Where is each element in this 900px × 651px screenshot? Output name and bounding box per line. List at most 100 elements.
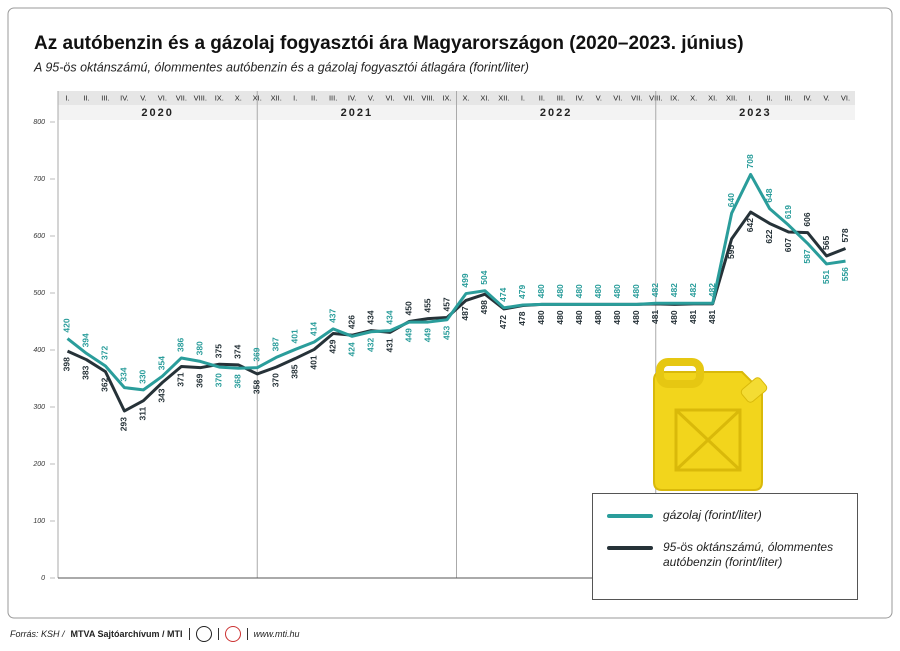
- data-label: 380: [195, 341, 205, 355]
- y-tick-label: 100: [33, 518, 45, 525]
- data-label: 481: [707, 310, 717, 324]
- x-tick-label: X.: [690, 93, 697, 102]
- x-tick-label: I.: [293, 93, 297, 102]
- data-label: 607: [783, 238, 793, 252]
- data-label: 480: [612, 310, 622, 324]
- data-label: 370: [270, 373, 280, 387]
- data-label: 480: [631, 284, 641, 298]
- x-tick-label: I.: [521, 93, 525, 102]
- y-tick-label: 700: [33, 176, 45, 183]
- x-tick-label: III.: [784, 93, 792, 102]
- x-tick-label: II.: [766, 93, 772, 102]
- x-tick-label: IV.: [576, 93, 584, 102]
- data-label: 375: [214, 344, 224, 358]
- x-tick-label: V.: [368, 93, 374, 102]
- data-label: 482: [688, 283, 698, 297]
- legend-label: gázolaj (forint/liter): [663, 508, 762, 522]
- data-label: 481: [650, 310, 660, 324]
- data-label: 431: [384, 338, 394, 352]
- data-label: 401: [289, 329, 299, 343]
- data-label: 398: [62, 357, 72, 371]
- x-tick-label: VI.: [841, 93, 850, 102]
- divider: [217, 628, 219, 640]
- data-label: 587: [802, 249, 812, 263]
- x-tick-label: XI.: [480, 93, 489, 102]
- legend-label: 95-ös oktánszámú, ólommentes autóbenzin …: [663, 540, 834, 569]
- data-label: 472: [498, 315, 508, 329]
- x-tick-label: III.: [101, 93, 109, 102]
- data-label: 383: [81, 365, 91, 379]
- x-tick-label: IX.: [442, 93, 451, 102]
- url: www.mti.hu: [253, 629, 300, 639]
- x-tick-label: VI.: [613, 93, 622, 102]
- data-label: 293: [119, 417, 129, 431]
- data-label: 578: [840, 228, 850, 242]
- data-label: 480: [593, 310, 603, 324]
- data-label: 449: [422, 328, 432, 342]
- year-label: 2020: [141, 107, 173, 119]
- x-tick-label: I.: [749, 93, 753, 102]
- x-tick-label: V.: [596, 93, 602, 102]
- data-label: 478: [517, 311, 527, 325]
- data-label: 453: [441, 326, 451, 340]
- data-label: 504: [479, 270, 489, 284]
- x-tick-label: II.: [311, 93, 317, 102]
- data-label: 480: [612, 284, 622, 298]
- y-tick-label: 200: [32, 461, 45, 468]
- data-label: 606: [802, 212, 812, 226]
- year-label: 2022: [540, 107, 572, 119]
- data-label: 401: [308, 355, 318, 369]
- x-tick-label: X.: [462, 93, 469, 102]
- data-label: 387: [270, 337, 280, 351]
- year-label: 2023: [739, 107, 771, 119]
- logo: [195, 626, 212, 642]
- x-tick-label: IV.: [803, 93, 811, 102]
- data-label: 432: [365, 337, 375, 351]
- y-tick-label: 0: [41, 575, 45, 582]
- y-tick-label: 800: [33, 119, 45, 126]
- data-label: 426: [346, 315, 356, 329]
- x-tick-label: VI.: [385, 93, 394, 102]
- x-tick-label: I.: [65, 93, 69, 102]
- data-label: 370: [214, 373, 224, 387]
- data-label: 424: [346, 342, 356, 356]
- divider: [188, 628, 190, 640]
- data-label: 487: [460, 306, 470, 320]
- divider: [246, 628, 248, 640]
- data-label: 551: [821, 270, 831, 284]
- y-tick-label: 300: [33, 404, 45, 411]
- data-label: 708: [745, 154, 755, 168]
- data-label: 434: [384, 310, 394, 324]
- x-tick-label: XI.: [708, 93, 717, 102]
- data-label: 499: [460, 273, 470, 287]
- jerrycan: [653, 358, 768, 491]
- data-label: 354: [157, 356, 167, 370]
- data-label: 429: [327, 339, 337, 353]
- y-tick-label: 500: [33, 290, 45, 297]
- data-label: 369: [252, 347, 262, 361]
- x-tick-label: III.: [329, 93, 337, 102]
- x-tick-label: IX.: [215, 93, 224, 102]
- data-label: 334: [119, 367, 129, 381]
- source: Forrás: KSH /: [10, 629, 65, 639]
- data-label: 449: [403, 328, 413, 342]
- data-label: 482: [650, 283, 660, 297]
- x-tick-label: VII.: [176, 93, 187, 102]
- data-label: 480: [536, 284, 546, 298]
- data-label: 434: [365, 310, 375, 324]
- x-tick-label: V.: [823, 93, 829, 102]
- data-label: 480: [574, 284, 584, 298]
- legend: gázolaj (forint/liter) 95-ös oktánszámú,…: [592, 493, 858, 600]
- data-label: 420: [62, 318, 72, 332]
- data-label: 622: [764, 229, 774, 243]
- data-label: 474: [498, 287, 508, 301]
- x-tick-label: XII.: [498, 93, 509, 102]
- data-label: 371: [176, 372, 186, 386]
- data-label: 498: [479, 300, 489, 314]
- data-label: 450: [403, 301, 413, 315]
- data-label: 330: [138, 369, 148, 383]
- data-label: 480: [555, 310, 565, 324]
- data-label: 372: [100, 346, 110, 360]
